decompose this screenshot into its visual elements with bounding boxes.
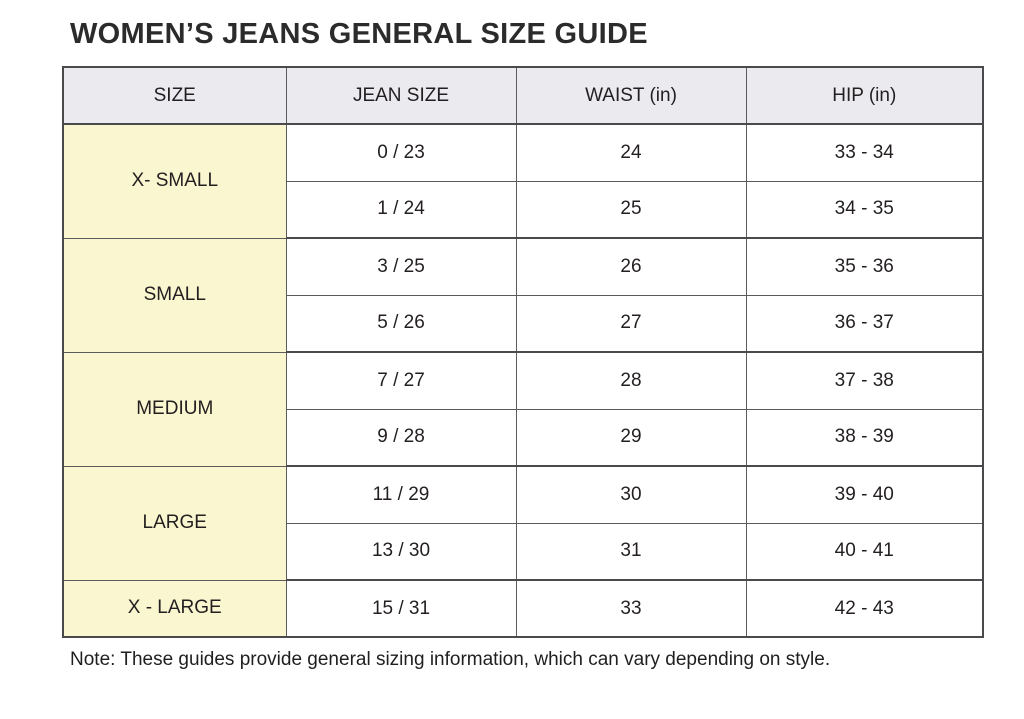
cell-jean-size: 11 / 29	[285, 465, 517, 524]
cell-jean-size: 9 / 28	[285, 408, 517, 467]
note-text: Note: These guides provide general sizin…	[70, 649, 831, 670]
cell-waist: 30	[515, 465, 747, 524]
cell-jean-size: 13 / 30	[285, 522, 517, 581]
table-row: 5 / 26 27 36 - 37	[63, 294, 984, 353]
table-row: 9 / 28 29 38 - 39	[63, 408, 984, 467]
table-row: X - LARGE 15 / 31 33 42 - 43	[62, 579, 984, 638]
cell-waist: 27	[515, 294, 747, 353]
cell-hip: 36 - 37	[745, 294, 984, 353]
page-title: WOMEN’S JEANS GENERAL SIZE GUIDE	[70, 18, 648, 50]
cell-hip: 42 - 43	[745, 579, 984, 638]
cell-waist: 29	[515, 408, 747, 467]
header-size: SIZE	[62, 66, 287, 125]
table-row: X- SMALL 0 / 23 24 33 - 34	[62, 123, 984, 239]
header-jean-size: JEAN SIZE	[285, 66, 517, 125]
header-waist: WAIST (in)	[515, 66, 747, 125]
cell-jean-size: 3 / 25	[285, 237, 517, 296]
cell-waist: 24	[515, 123, 747, 182]
cell-waist: 25	[515, 180, 747, 239]
cell-jean-size: 1 / 24	[285, 180, 517, 239]
cell-jean-size: 0 / 23	[285, 123, 517, 182]
size-cell-xlarge: X - LARGE	[62, 579, 287, 638]
cell-hip: 37 - 38	[745, 351, 984, 410]
cell-jean-size: 5 / 26	[285, 294, 517, 353]
cell-waist: 28	[515, 351, 747, 410]
cell-waist: 26	[515, 237, 747, 296]
cell-hip: 40 - 41	[745, 522, 984, 581]
cell-waist: 33	[515, 579, 747, 638]
size-cell-small: SMALL	[62, 237, 287, 353]
size-cell-large: LARGE	[62, 465, 287, 581]
cell-hip: 39 - 40	[745, 465, 984, 524]
cell-hip: 35 - 36	[745, 237, 984, 296]
table-row: LARGE 11 / 29 30 39 - 40	[62, 465, 984, 581]
size-guide-table: SIZE JEAN SIZE WAIST (in) HIP (in) X- SM…	[62, 66, 984, 638]
header-row: SIZE JEAN SIZE WAIST (in) HIP (in)	[62, 66, 984, 125]
header-hip: HIP (in)	[745, 66, 984, 125]
cell-waist: 31	[515, 522, 747, 581]
cell-hip: 34 - 35	[745, 180, 984, 239]
cell-jean-size: 7 / 27	[285, 351, 517, 410]
size-cell-xsmall: X- SMALL	[62, 123, 287, 239]
table-row: SMALL 3 / 25 26 35 - 36	[62, 237, 984, 353]
table-row: 1 / 24 25 34 - 35	[63, 180, 984, 239]
cell-hip: 38 - 39	[745, 408, 984, 467]
cell-jean-size: 15 / 31	[285, 579, 517, 638]
cell-hip: 33 - 34	[745, 123, 984, 182]
table-row: 13 / 30 31 40 - 41	[63, 522, 984, 581]
size-cell-medium: MEDIUM	[62, 351, 287, 467]
table-row: MEDIUM 7 / 27 28 37 - 38	[62, 351, 984, 467]
